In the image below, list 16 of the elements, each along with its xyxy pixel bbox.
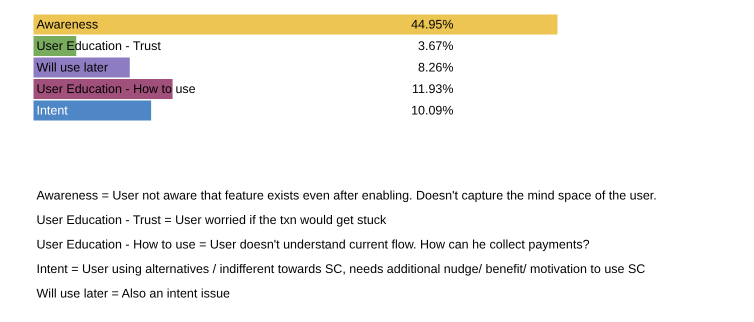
text: User Education - Trust = User worried if the txn would get stuck [36, 213, 388, 227]
data-label: 44.95% [411, 18, 454, 32]
text: Will use later = Also an intent issue [36, 286, 230, 300]
text: Intent = User using alternatives / indifferent towards SC, needs additional nudge/ benefit/ motivation to use SC [36, 262, 646, 276]
y-tick-label: Intent [36, 104, 68, 118]
bar [34, 100, 152, 120]
y-tick-label: Will use later [36, 60, 108, 74]
data-label: 3.67% [418, 39, 454, 53]
data-label: 10.09% [411, 104, 454, 118]
data-label: 8.26% [418, 60, 454, 74]
bar [34, 14, 558, 34]
text: User Education - How to use = User doesn't understand current flow. How can he collect payments? [36, 238, 590, 252]
y-tick-label: Awareness [36, 18, 98, 32]
y-tick-label: User Education - How to use [36, 82, 196, 96]
data-label: 11.93% [412, 82, 454, 96]
text: Awareness = User not aware that feature exists even after enabling. Doesn't capture the mind space of the user. [36, 188, 657, 202]
